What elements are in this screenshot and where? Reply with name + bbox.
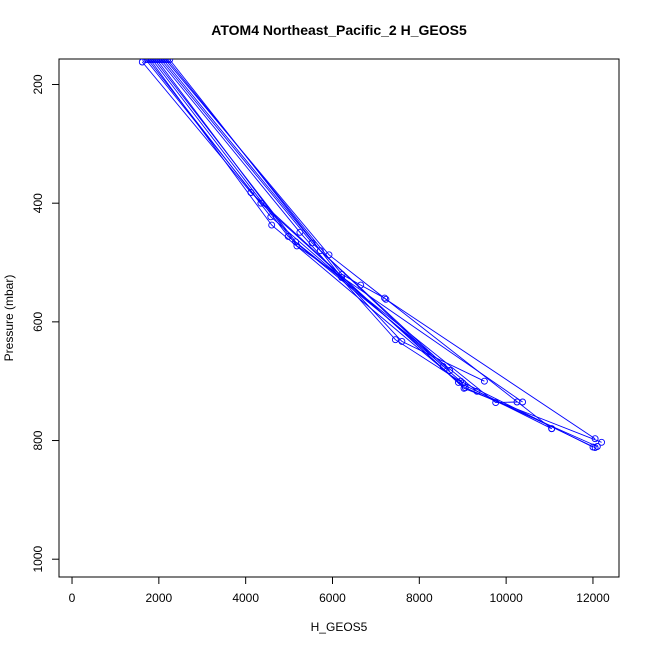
- data-point: [164, 59, 171, 64]
- series-line: [156, 59, 523, 403]
- profile-series: [155, 59, 467, 387]
- data-point: [153, 59, 161, 64]
- data-point: [357, 281, 365, 289]
- profile-series: [164, 59, 556, 433]
- data-point: [382, 295, 390, 303]
- plot-frame: [58, 58, 620, 578]
- series-line: [158, 59, 463, 384]
- profile-series: [157, 59, 454, 374]
- data-point: [155, 59, 163, 64]
- profile-series: [153, 59, 527, 406]
- data-point: [492, 399, 500, 407]
- x-axis-label: H_GEOS5: [311, 620, 368, 634]
- profile-series: [142, 59, 599, 452]
- data-point: [480, 377, 488, 385]
- data-point: [591, 435, 599, 443]
- x-tick-label: 2000: [145, 591, 172, 605]
- profile-series: [161, 59, 599, 443]
- chart-title: ATOM4 Northeast_Pacific_2 H_GEOS5: [211, 22, 467, 38]
- data-point: [151, 59, 158, 64]
- series-line: [167, 59, 552, 430]
- profile-series: [166, 59, 488, 385]
- data-point: [166, 59, 174, 64]
- x-tick-label: 10000: [489, 591, 523, 605]
- series-layer: [138, 59, 606, 452]
- x-tick-label: 4000: [232, 591, 259, 605]
- series-line: [169, 59, 485, 382]
- x-tick-label: 8000: [406, 591, 433, 605]
- data-point: [398, 337, 406, 345]
- y-axis: 200 400 600 800 1000: [31, 74, 60, 573]
- series-line: [141, 61, 602, 443]
- data-point: [268, 221, 276, 229]
- data-point: [391, 336, 399, 344]
- data-point: [519, 398, 527, 406]
- series-line: [151, 59, 552, 430]
- series-line: [147, 59, 594, 448]
- x-tick-label: 12000: [576, 591, 610, 605]
- y-tick-label: 400: [31, 193, 45, 213]
- data-point: [161, 59, 169, 64]
- y-tick-label: 600: [31, 312, 45, 332]
- data-point: [439, 362, 447, 370]
- data-point: [146, 59, 154, 64]
- data-point: [473, 387, 481, 395]
- data-point: [148, 59, 156, 64]
- data-point: [157, 59, 165, 64]
- x-tick-label: 0: [69, 591, 76, 605]
- data-point: [293, 242, 301, 250]
- y-tick-label: 800: [31, 430, 45, 450]
- series-line: [145, 59, 596, 449]
- data-point: [459, 379, 467, 387]
- x-axis: 0 2000 4000 6000 8000 10000 12000: [69, 576, 610, 605]
- data-point: [142, 59, 150, 64]
- data-point: [138, 59, 146, 66]
- data-point: [338, 273, 346, 281]
- y-tick-label: 1000: [31, 546, 45, 573]
- data-point: [593, 443, 601, 450]
- profile-series: [146, 59, 601, 450]
- data-point: [144, 59, 152, 64]
- profile-series: [138, 59, 606, 446]
- data-point: [598, 438, 606, 446]
- y-tick-label: 200: [31, 74, 45, 94]
- series-line: [165, 59, 596, 440]
- x-tick-label: 6000: [319, 591, 346, 605]
- series-line: [160, 59, 451, 371]
- data-point: [548, 425, 556, 433]
- y-axis-label: Pressure (mbar): [2, 275, 16, 362]
- series-line: [149, 59, 598, 447]
- data-point: [159, 59, 167, 64]
- data-point: [446, 367, 454, 374]
- data-point: [381, 294, 389, 302]
